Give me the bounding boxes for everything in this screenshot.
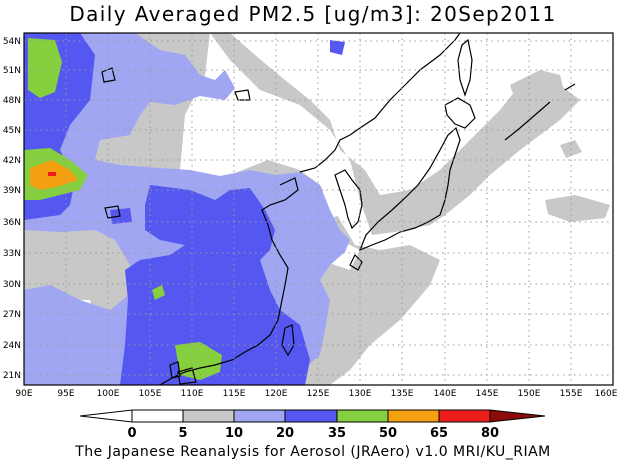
lat-label: 36N: [3, 218, 21, 228]
lat-label: 33N: [3, 249, 21, 259]
colorbar-segment: [336, 409, 389, 423]
lat-label: 30N: [3, 280, 21, 290]
lon-label: 135E: [391, 389, 414, 399]
lat-label: 48N: [3, 96, 21, 106]
colorbar: [79, 409, 546, 423]
colorbar-label: 20: [276, 426, 294, 441]
colorbar-labels: 0 5 10 20 35 50 65 80: [127, 426, 499, 441]
grid-lines: [24, 33, 613, 385]
colorbar-segment: [387, 409, 440, 423]
colorbar-label: 10: [225, 426, 243, 441]
lon-label: 155E: [560, 389, 583, 399]
colorbar-segment: [284, 409, 338, 423]
lat-label: 54N: [3, 37, 21, 47]
lat-label: 27N: [3, 310, 21, 320]
colorbar-label: 50: [379, 426, 397, 441]
lat-label: 39N: [3, 186, 21, 196]
lon-label: 120E: [265, 389, 288, 399]
latitude-axis: 54N 51N 48N 45N 42N 39N 36N 33N 30N 27N …: [3, 37, 21, 381]
lon-label: 95E: [57, 389, 74, 399]
colorbar-label: 5: [178, 426, 187, 441]
lon-label: 145E: [476, 389, 499, 399]
map-title: Daily Averaged PM2.5 [ug/m3]: 20Sep2011: [69, 2, 557, 26]
colorbar-label: 35: [328, 426, 346, 441]
colorbar-label: 0: [127, 426, 136, 441]
colorbar-label: 80: [481, 426, 499, 441]
colorbar-segment: [233, 409, 286, 423]
lat-label: 51N: [3, 66, 21, 76]
colorbar-high-arrow: [489, 409, 546, 423]
lon-label: 125E: [307, 389, 330, 399]
longitude-axis: 90E 95E 100E 105E 110E 115E 120E 125E 13…: [15, 389, 617, 399]
coastlines: [101, 33, 576, 385]
colorbar-segment: [182, 409, 235, 423]
colorbar-segment: [131, 409, 184, 423]
lon-label: 130E: [349, 389, 372, 399]
lon-label: 90E: [15, 389, 32, 399]
lat-label: 42N: [3, 156, 21, 166]
colorbar-low-arrow: [79, 409, 133, 423]
lon-label: 110E: [181, 389, 204, 399]
lon-label: 140E: [434, 389, 457, 399]
lat-label: 45N: [3, 126, 21, 136]
plot-frame: [23, 32, 614, 386]
lon-label: 150E: [518, 389, 541, 399]
colorbar-label: 65: [430, 426, 448, 441]
lon-label: 160E: [595, 389, 618, 399]
colorbar-segment: [438, 409, 491, 423]
concentration-band-65-80: [48, 172, 56, 176]
lat-label: 21N: [3, 371, 21, 381]
lon-label: 105E: [139, 389, 162, 399]
lon-label: 100E: [97, 389, 120, 399]
credit-text: The Japanese Reanalysis for Aerosol (JRA…: [75, 444, 551, 460]
lon-label: 115E: [223, 389, 246, 399]
lat-label: 24N: [3, 341, 21, 351]
